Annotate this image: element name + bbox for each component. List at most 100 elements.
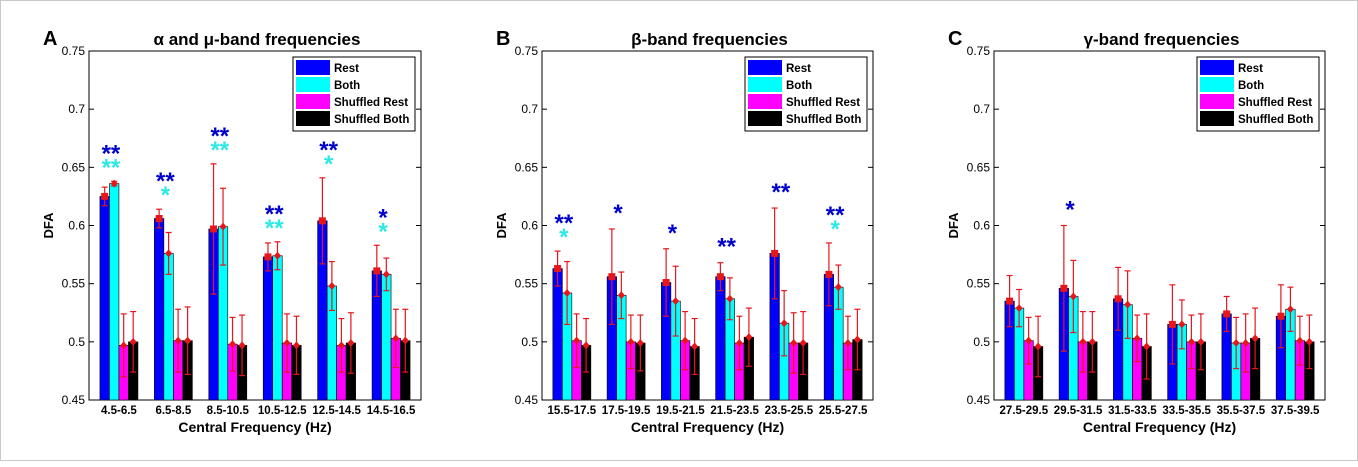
legend-swatch-shuffled-rest bbox=[1200, 94, 1234, 109]
bar-group: 14.5-16.5 ** bbox=[367, 204, 416, 417]
bar-both bbox=[381, 274, 392, 401]
panel-letter: A bbox=[43, 28, 57, 50]
bar-group: 37.5-39.5 bbox=[1271, 284, 1320, 417]
legend-swatch-both bbox=[296, 77, 330, 92]
panel-letter: C bbox=[948, 28, 962, 50]
mean-marker bbox=[347, 338, 355, 347]
y-tick-label: 0.45 bbox=[515, 393, 539, 407]
x-tick-label: 37.5-39.5 bbox=[1271, 405, 1320, 417]
mean-marker bbox=[264, 253, 272, 261]
significance-stars-rest: * bbox=[668, 220, 678, 247]
bar-group: 31.5-33.5 bbox=[1108, 266, 1157, 417]
mean-marker bbox=[155, 215, 163, 223]
mean-marker bbox=[165, 249, 173, 258]
legend-item: Rest bbox=[748, 60, 811, 75]
bar-group: 21.5-23.5 ** bbox=[710, 234, 759, 417]
mean-marker bbox=[790, 338, 798, 347]
x-tick-label: 27.5-29.5 bbox=[1000, 405, 1049, 417]
y-tick-label: 0.65 bbox=[515, 160, 539, 174]
x-tick-label: 33.5-35.5 bbox=[1162, 405, 1211, 417]
y-tick-label: 0.45 bbox=[967, 393, 991, 407]
legend-label: Rest bbox=[334, 63, 359, 75]
mean-marker bbox=[799, 338, 807, 347]
significance-stars-rest: ** bbox=[555, 210, 574, 237]
mean-marker bbox=[681, 336, 689, 345]
mean-marker bbox=[1079, 337, 1087, 346]
mean-marker bbox=[1034, 342, 1042, 351]
x-tick-label: 25.5-27.5 bbox=[819, 405, 868, 417]
mean-marker bbox=[1223, 310, 1231, 318]
y-tick-label: 0.6 bbox=[521, 219, 538, 233]
y-axis-label: DFA bbox=[494, 212, 509, 239]
legend-item: Shuffled Rest bbox=[296, 94, 408, 109]
legend-swatch-rest bbox=[748, 60, 782, 75]
mean-marker bbox=[120, 341, 128, 350]
mean-marker bbox=[210, 225, 218, 233]
x-tick-label: 10.5-12.5 bbox=[258, 405, 307, 417]
bar-both bbox=[163, 253, 174, 401]
mean-marker bbox=[1277, 312, 1285, 320]
bar-group: 35.5-37.5 bbox=[1217, 295, 1266, 417]
mean-marker bbox=[392, 334, 400, 343]
significance-stars-both: * bbox=[378, 218, 388, 245]
mean-marker bbox=[229, 340, 237, 349]
bar-group: 4.5-6.5 **** bbox=[99, 140, 139, 417]
legend-label: Both bbox=[786, 80, 812, 92]
bar-both bbox=[272, 255, 283, 401]
mean-marker bbox=[283, 338, 291, 347]
mean-marker bbox=[184, 336, 192, 345]
mean-marker bbox=[771, 249, 779, 257]
legend-swatch-both bbox=[1200, 77, 1234, 92]
mean-marker bbox=[328, 281, 336, 290]
x-tick-label: 12.5-14.5 bbox=[312, 405, 361, 417]
mean-marker bbox=[844, 338, 852, 347]
significance-stars-both: * bbox=[161, 182, 171, 209]
significance-stars-both: ** bbox=[102, 154, 121, 181]
x-tick-label: 6.5-8.5 bbox=[155, 405, 191, 417]
significance-stars-both: ** bbox=[265, 215, 284, 242]
panel-title: β-band frequencies bbox=[631, 30, 788, 49]
y-tick-label: 0.75 bbox=[515, 44, 539, 58]
x-tick-label: 8.5-10.5 bbox=[207, 405, 250, 417]
legend-item: Shuffled Both bbox=[748, 111, 861, 126]
significance-stars-rest: ** bbox=[210, 123, 229, 150]
mean-marker bbox=[716, 273, 724, 281]
panel-letter: B bbox=[496, 28, 510, 50]
significance-stars-rest: ** bbox=[717, 234, 736, 261]
bar-rest bbox=[154, 218, 165, 401]
mean-marker bbox=[726, 294, 734, 303]
x-axis-label: Central Frequency (Hz) bbox=[631, 419, 784, 435]
y-tick-label: 0.5 bbox=[973, 335, 990, 349]
x-tick-label: 29.5-31.5 bbox=[1054, 405, 1103, 417]
mean-marker bbox=[582, 341, 590, 350]
legend-item: Rest bbox=[296, 60, 359, 75]
mean-marker bbox=[1015, 304, 1023, 313]
mean-marker bbox=[292, 341, 300, 350]
mean-marker bbox=[373, 267, 381, 275]
significance-stars-rest: ** bbox=[772, 179, 791, 206]
legend: Rest Both Shuffled Rest Shuffled Both bbox=[1196, 56, 1320, 132]
mean-marker bbox=[238, 341, 246, 350]
mean-marker bbox=[672, 297, 680, 306]
legend-swatch-shuffled-both bbox=[296, 111, 330, 126]
bar-group: 25.5-27.5 *** bbox=[819, 202, 868, 417]
bar-group: 10.5-12.5 **** bbox=[258, 201, 307, 417]
mean-marker bbox=[1060, 284, 1068, 292]
bar-rest bbox=[715, 276, 726, 401]
x-axis-label: Central Frequency (Hz) bbox=[178, 419, 331, 435]
bar-group: 6.5-8.5 *** bbox=[154, 168, 193, 417]
y-tick-label: 0.7 bbox=[68, 102, 85, 116]
legend-swatch-shuffled-rest bbox=[296, 94, 330, 109]
legend-item: Shuffled Rest bbox=[1200, 94, 1312, 109]
bar-group: 8.5-10.5 **** bbox=[207, 123, 250, 417]
bar-group: 33.5-35.5 bbox=[1162, 284, 1212, 417]
mean-marker bbox=[110, 179, 118, 188]
x-tick-label: 31.5-33.5 bbox=[1108, 405, 1157, 417]
x-tick-label: 23.5-25.5 bbox=[765, 405, 814, 417]
legend-label: Shuffled Rest bbox=[786, 97, 860, 109]
